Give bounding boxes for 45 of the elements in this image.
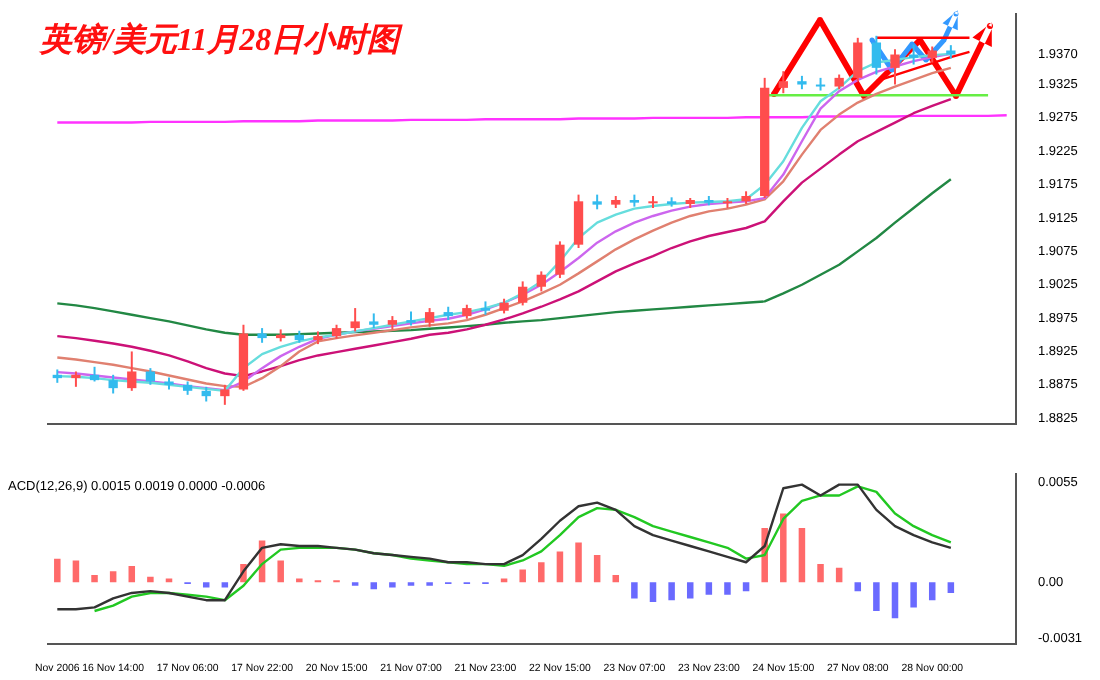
bar — [91, 574, 98, 583]
candlestick — [871, 34, 882, 76]
bar — [780, 513, 787, 583]
bar — [649, 582, 657, 602]
candlestick — [127, 350, 137, 392]
bar — [631, 582, 638, 599]
bar — [817, 564, 824, 583]
bar — [556, 551, 564, 583]
candlestick — [778, 70, 788, 95]
candlestick — [350, 307, 360, 333]
bar — [947, 582, 955, 593]
bar — [128, 565, 136, 583]
candlestick — [220, 383, 230, 406]
bar — [538, 562, 545, 583]
candlestick — [853, 36, 863, 83]
bar — [928, 582, 936, 601]
candlestick — [424, 307, 435, 328]
chart-title: 英镑/美元11月28日小时图 — [38, 19, 404, 58]
candlestick — [108, 373, 118, 395]
bar — [593, 555, 601, 583]
bar — [873, 582, 880, 612]
candlestick — [573, 193, 584, 250]
candlestick — [536, 270, 546, 293]
bar — [519, 569, 526, 583]
bar — [854, 582, 862, 592]
bar — [109, 571, 117, 583]
bar — [277, 560, 284, 583]
bar — [389, 582, 396, 588]
bar — [575, 542, 582, 583]
bar — [798, 527, 806, 583]
bar — [686, 582, 694, 599]
bar — [705, 582, 713, 595]
bar — [221, 582, 229, 588]
bar — [742, 582, 750, 592]
bar — [668, 582, 675, 601]
candlestick — [890, 48, 900, 86]
bar — [72, 560, 80, 583]
bar — [724, 582, 731, 595]
bar — [910, 582, 917, 608]
candlestick — [555, 240, 565, 280]
bar — [147, 576, 154, 583]
bar — [202, 582, 210, 588]
bar — [54, 558, 61, 583]
bar — [891, 582, 899, 619]
candlestick — [518, 280, 528, 307]
